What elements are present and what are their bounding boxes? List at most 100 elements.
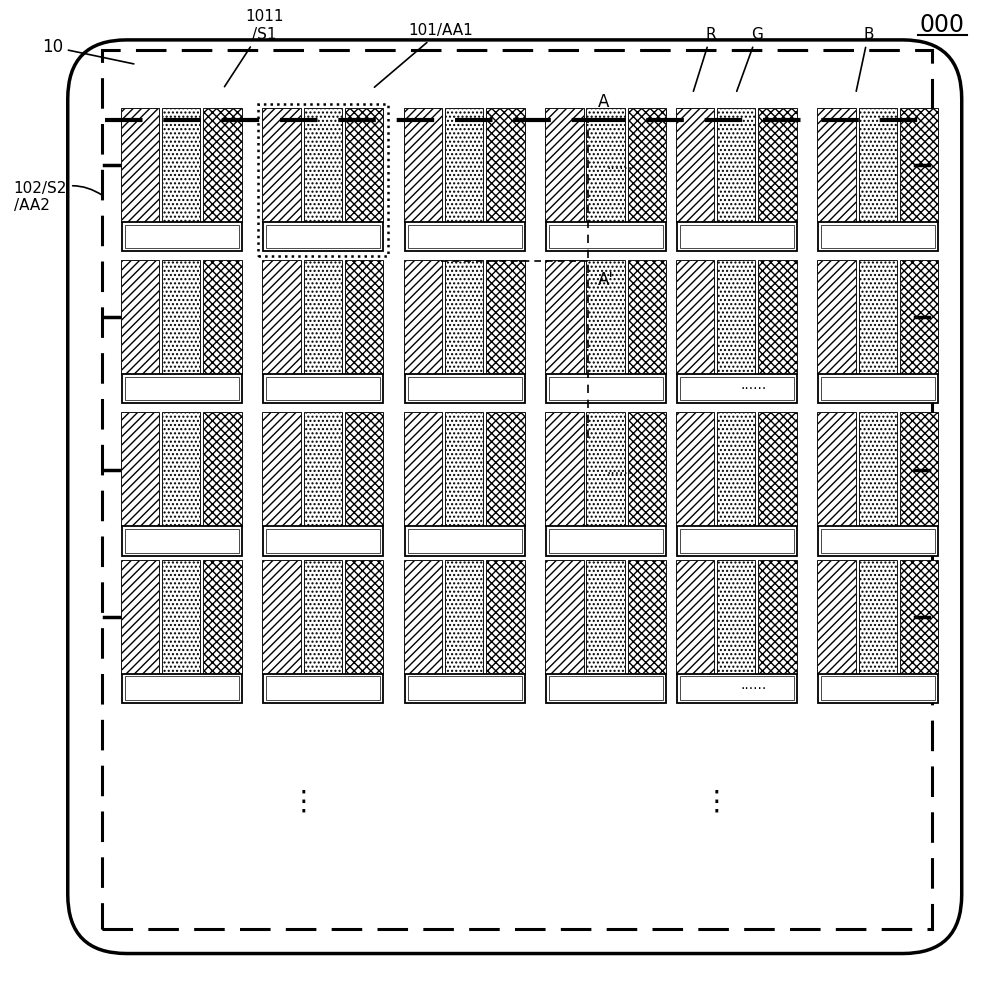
Bar — [680, 224, 794, 248]
Bar — [629, 413, 666, 526]
Bar — [901, 260, 938, 374]
Bar — [204, 109, 242, 221]
Bar — [204, 260, 242, 374]
Bar — [677, 260, 714, 374]
FancyBboxPatch shape — [68, 40, 962, 954]
Bar — [818, 374, 938, 403]
Bar — [163, 260, 200, 374]
Bar — [408, 224, 522, 248]
Bar — [677, 260, 714, 374]
Bar — [125, 224, 239, 248]
Bar — [305, 560, 342, 673]
Bar — [305, 413, 342, 526]
Bar — [546, 413, 584, 526]
Bar — [305, 109, 342, 221]
Bar — [204, 560, 242, 673]
Bar — [163, 260, 200, 374]
Bar — [122, 560, 159, 673]
Bar — [587, 560, 625, 673]
Bar — [405, 109, 442, 221]
Bar — [587, 260, 625, 374]
Bar — [587, 109, 625, 221]
Bar — [305, 413, 342, 526]
Text: A: A — [598, 92, 610, 111]
Bar — [718, 260, 755, 374]
Bar — [718, 560, 755, 673]
Bar — [263, 374, 383, 403]
Bar — [759, 560, 797, 673]
Bar — [818, 109, 856, 221]
Bar — [546, 526, 666, 555]
Bar — [125, 676, 239, 700]
Bar — [718, 413, 755, 526]
Bar — [163, 560, 200, 673]
Bar — [346, 413, 383, 526]
Bar — [677, 413, 714, 526]
Bar — [718, 413, 755, 526]
Bar — [587, 560, 625, 673]
Bar — [677, 560, 714, 673]
Bar — [677, 109, 714, 221]
Bar — [487, 260, 525, 374]
Bar — [818, 560, 856, 673]
Bar — [122, 374, 242, 403]
Bar — [204, 260, 242, 374]
Bar — [860, 260, 897, 374]
Bar — [122, 221, 242, 251]
Bar — [546, 221, 666, 251]
Bar — [821, 224, 935, 248]
Text: ⋮: ⋮ — [702, 787, 730, 815]
Bar — [677, 673, 797, 703]
Text: ......: ...... — [740, 678, 767, 692]
Bar — [818, 413, 856, 526]
Text: G: G — [737, 27, 763, 91]
Bar — [546, 109, 584, 221]
Bar — [125, 529, 239, 552]
Bar — [122, 109, 159, 221]
Bar — [901, 260, 938, 374]
Bar — [587, 260, 625, 374]
Bar — [405, 260, 442, 374]
Bar — [122, 673, 242, 703]
Bar — [346, 109, 383, 221]
Bar — [405, 413, 442, 526]
Bar — [759, 560, 797, 673]
Bar — [446, 109, 483, 221]
Text: R: R — [693, 27, 717, 91]
Bar — [122, 413, 159, 526]
Bar — [405, 526, 525, 555]
Bar — [405, 221, 525, 251]
Bar — [487, 260, 525, 374]
Bar — [125, 376, 239, 400]
Bar — [487, 560, 525, 673]
Bar — [346, 560, 383, 673]
Bar — [263, 673, 383, 703]
Bar — [346, 109, 383, 221]
Bar — [818, 673, 938, 703]
Bar — [587, 109, 625, 221]
Bar — [818, 260, 856, 374]
Bar — [587, 413, 625, 526]
Text: ......: ...... — [607, 158, 633, 172]
Bar — [263, 413, 301, 526]
Bar — [487, 109, 525, 221]
Bar — [629, 260, 666, 374]
Bar — [549, 529, 663, 552]
Bar — [263, 560, 301, 673]
Bar — [405, 673, 525, 703]
Bar — [122, 109, 159, 221]
Bar — [759, 413, 797, 526]
Text: 101/AA1: 101/AA1 — [374, 23, 473, 87]
Bar — [346, 560, 383, 673]
Bar — [263, 260, 301, 374]
Bar — [122, 526, 242, 555]
Bar — [163, 560, 200, 673]
Bar — [305, 260, 342, 374]
Bar — [263, 560, 301, 673]
Bar — [405, 413, 442, 526]
Bar — [901, 560, 938, 673]
Bar — [446, 413, 483, 526]
Bar — [204, 109, 242, 221]
Bar — [718, 560, 755, 673]
Bar — [860, 413, 897, 526]
